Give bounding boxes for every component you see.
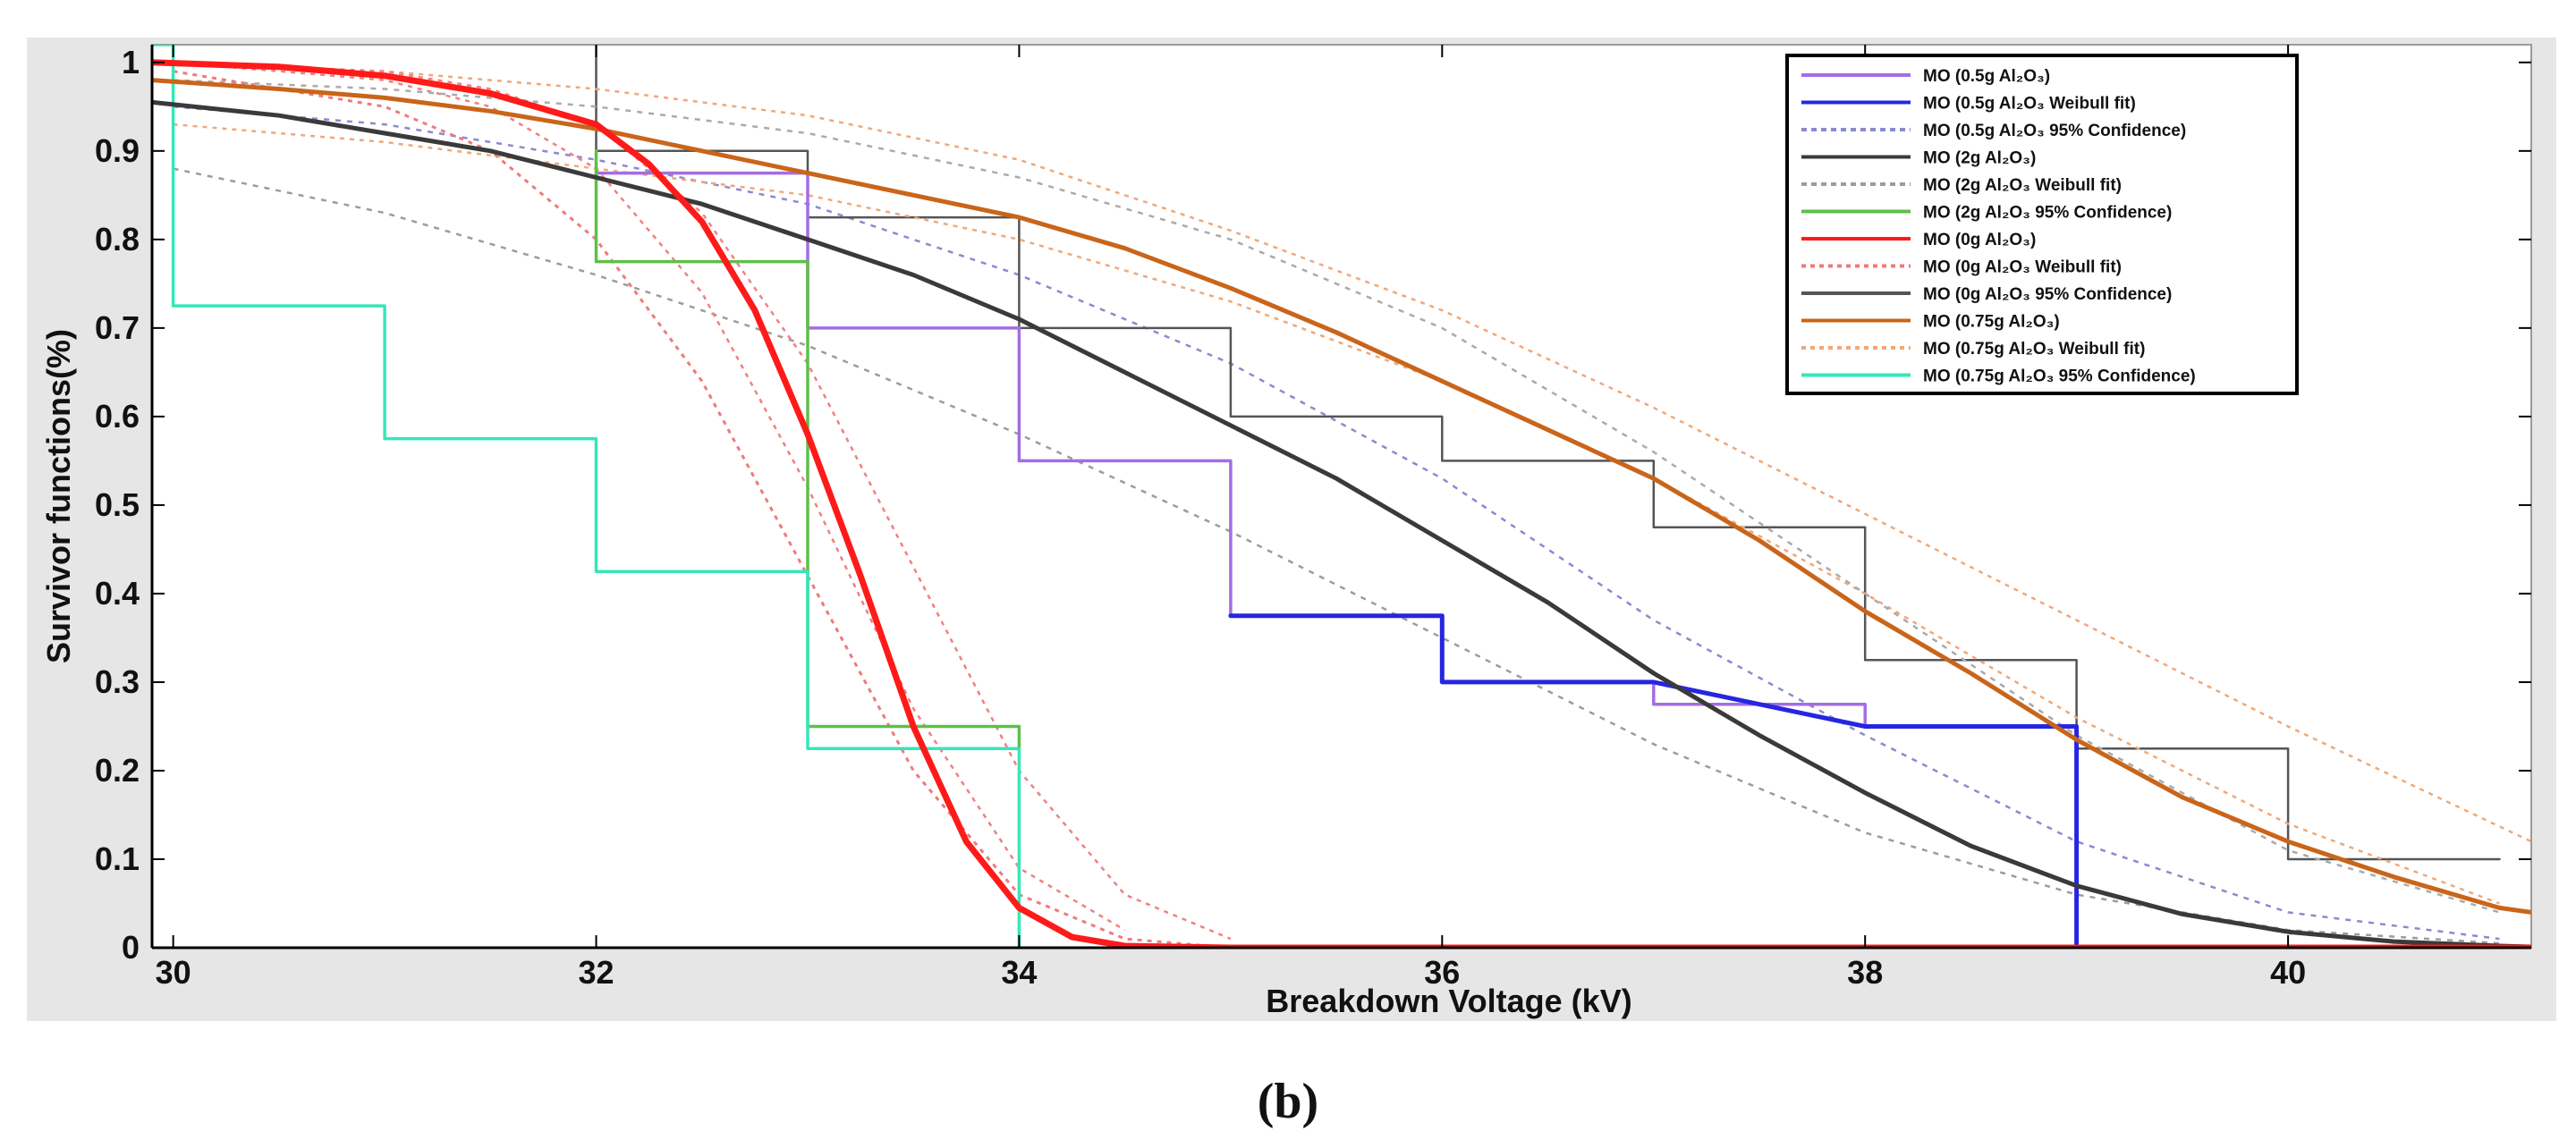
legend-label: MO (2g Al₂O₃) — [1923, 149, 2036, 168]
y-tick-label: 1 — [122, 44, 140, 80]
x-tick-label: 32 — [579, 954, 614, 991]
x-tick-label: 36 — [1424, 954, 1460, 991]
y-tick-label: 0.3 — [95, 663, 140, 700]
legend-label: MO (0.75g Al₂O₃ Weibull fit) — [1923, 340, 2145, 359]
y-tick-label: 0.6 — [95, 398, 140, 435]
series-line-15 — [173, 79, 2500, 914]
legend-label: MO (0.5g Al₂O₃) — [1923, 67, 2050, 86]
y-tick-label: 0.8 — [95, 221, 140, 257]
y-tick-label: 0 — [122, 929, 140, 966]
series-line-5 — [594, 149, 1021, 750]
y-tick-label: 0.4 — [95, 575, 140, 612]
y-tick-label: 0.2 — [95, 752, 140, 789]
x-axis-title: Breakdown Voltage (kV) — [1266, 983, 1631, 1019]
x-tick-label: 38 — [1847, 954, 1883, 991]
series-layer — [152, 45, 2531, 948]
series-line-13 — [173, 61, 1232, 941]
figure-caption: (b) — [1258, 1074, 1318, 1129]
series-line-14 — [173, 122, 2500, 905]
x-tick-label: 34 — [1001, 954, 1037, 991]
series-line-4 — [173, 167, 2500, 945]
legend-label: MO (0.75g Al₂O₃) — [1923, 313, 2060, 332]
axes: 30 32 34 36 38 40 0 0.1 0.2 0.3 0.4 0.5 0.6 0.7 0.8 0.9… — [95, 44, 2531, 991]
legend-label: MO (0.5g Al₂O₃ 95% Confidence) — [1923, 122, 2186, 140]
series-line-11 — [152, 45, 1021, 948]
legend-label: MO (0g Al₂O₃ Weibull fit) — [1923, 258, 2122, 277]
legend-label: MO (2g Al₂O₃ 95% Confidence) — [1923, 204, 2172, 223]
legend-label: MO (0.5g Al₂O₃ Weibull fit) — [1923, 95, 2136, 114]
series-line-10 — [173, 61, 2531, 843]
legend-label: MO (0g Al₂O₃) — [1923, 231, 2036, 249]
legend-entries: MO (0.5g Al₂O₃) MO (0.5g Al₂O₃ Weibull fi… — [1801, 67, 2196, 386]
legend-label: MO (0.75g Al₂O₃ 95% Confidence) — [1923, 367, 2196, 386]
series-line-9 — [152, 78, 2531, 915]
y-tick-label: 0.9 — [95, 132, 140, 169]
legend: MO (0.5g Al₂O₃) MO (0.5g Al₂O₃ Weibull fi… — [1785, 54, 2299, 395]
legend-label: MO (2g Al₂O₃ Weibull fit) — [1923, 176, 2122, 195]
y-tick-label: 0.1 — [95, 840, 140, 877]
series-line-12 — [173, 61, 1126, 932]
y-tick-label: 0.5 — [95, 486, 140, 523]
series-line-6 — [152, 59, 2531, 948]
y-tick-label: 0.7 — [95, 309, 140, 346]
x-tick-label: 40 — [2270, 954, 2306, 991]
series-line-2 — [173, 106, 2500, 941]
x-tick-label: 30 — [156, 954, 191, 991]
legend-box — [1785, 54, 2299, 395]
legend-label: MO (0g Al₂O₃ 95% Confidence) — [1923, 285, 2172, 304]
series-line-3 — [152, 99, 2531, 948]
series-line-1 — [1228, 613, 2080, 948]
y-axis-title: Survivor functions(%) — [40, 329, 77, 663]
